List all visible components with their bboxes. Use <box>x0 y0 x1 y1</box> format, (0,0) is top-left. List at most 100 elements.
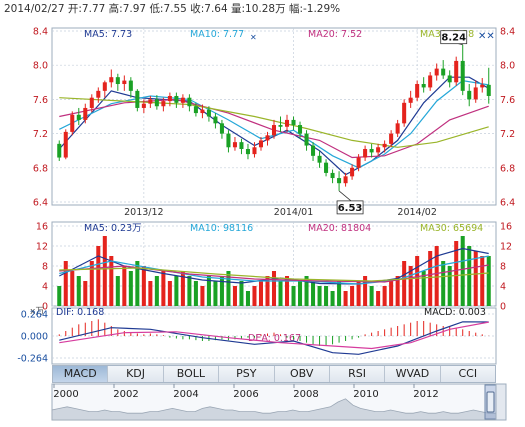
volume-bar <box>363 276 368 306</box>
volume-y-tick: 0 <box>42 302 48 313</box>
volume-bar <box>122 266 127 306</box>
legend-entry: MACD: 0.003 <box>424 307 486 318</box>
volume-bar <box>57 286 62 306</box>
candle-body <box>441 68 446 76</box>
volume-y-tick: 12 <box>36 242 48 253</box>
candle-body <box>428 75 433 88</box>
candle-body <box>135 90 140 108</box>
candle-body <box>480 84 485 88</box>
volume-y-tick-right: 12 <box>500 242 512 253</box>
candle-body <box>83 107 88 120</box>
zoom-icon: ✕✕ <box>478 31 495 42</box>
legend-entry: MA5: 0.23万 <box>84 223 142 234</box>
legend-entry: MA10: 7.77 <box>190 29 244 40</box>
candle-body <box>460 60 465 91</box>
open-value: 7.77 <box>81 3 106 15</box>
legend-entry: MA30: 65694 <box>420 223 483 234</box>
candle-body <box>187 97 192 107</box>
candle-body <box>96 90 101 98</box>
volume-bar <box>161 271 166 306</box>
candle-body <box>57 143 62 158</box>
volume-bar <box>187 276 192 306</box>
volume-y-tick: 4 <box>42 282 48 293</box>
volume-bar <box>76 276 81 306</box>
volume-bar <box>219 276 224 306</box>
candle-body <box>252 147 257 155</box>
candle-body <box>70 114 75 132</box>
navigator-panel[interactable]: 2000 2002 2004 2006 2008 2010 2012 <box>51 383 507 421</box>
volume-y-tick-right: 16 <box>500 222 512 233</box>
volume-ma30-line <box>59 267 489 282</box>
price-panel: 8.4 8.4 8.0 8.0 7.6 7.6 7.2 7.2 6.8 6.8 6.4 6.4 2013… <box>33 27 515 219</box>
volume-bar <box>102 236 107 306</box>
high-value: 7.97 <box>122 3 147 15</box>
candle-body <box>115 77 120 85</box>
tab-rsi[interactable]: RSI <box>330 366 386 382</box>
volume-y-tick-right: 0 <box>500 302 506 313</box>
navigator-year-label: 2004 <box>173 389 198 400</box>
macd-y-tick: -0.264 <box>17 354 48 365</box>
price-y-tick: 7.2 <box>33 129 48 140</box>
candle-body <box>304 133 309 146</box>
tab-macd[interactable]: MACD <box>53 366 109 382</box>
candle-body <box>102 82 107 91</box>
candle-body <box>486 84 491 96</box>
candle-body <box>291 119 296 126</box>
tab-boll[interactable]: BOLL <box>164 366 220 382</box>
candle-body <box>324 162 329 173</box>
legend-entry: DIF: 0.168 <box>56 307 104 318</box>
navigator-year-label: 2012 <box>413 389 438 400</box>
volume-bar <box>486 256 491 306</box>
candle-body <box>226 133 231 148</box>
candle-body <box>219 123 224 134</box>
volume-bar <box>180 271 185 306</box>
candle-body <box>284 119 290 127</box>
volume-y-tick: 8 <box>42 262 48 273</box>
candle-body <box>415 84 420 98</box>
volume-bar <box>324 286 329 306</box>
volume-ma20-line <box>59 264 489 283</box>
candle-body <box>167 95 172 102</box>
candle-body <box>395 123 400 134</box>
legend-entry: MA10: 98116 <box>190 223 253 234</box>
annotation-label: 6.53 <box>338 203 363 214</box>
tab-kdj[interactable]: KDJ <box>108 366 164 382</box>
candle-body <box>258 140 264 148</box>
volume-bar <box>415 256 420 306</box>
candle-body <box>298 125 303 134</box>
volume-bar <box>89 261 94 306</box>
volume-bar <box>382 286 387 306</box>
volume-bar <box>395 276 400 306</box>
volume-bar <box>193 281 198 306</box>
candle-body <box>402 102 407 124</box>
candle-body <box>122 80 127 85</box>
navigator-handle[interactable] <box>486 391 495 413</box>
volume-bar <box>298 281 303 306</box>
change-label: 幅: <box>288 3 303 15</box>
tab-wvad[interactable]: WVAD <box>385 366 441 382</box>
price-ma30-line <box>59 97 489 148</box>
volume-ma10-line <box>59 255 489 285</box>
volume-bar <box>148 281 153 306</box>
candle-body <box>128 80 133 91</box>
volume-bar <box>213 281 218 306</box>
indicator-tabs: MACD KDJ BOLL PSY OBV RSI WVAD CCI <box>52 365 496 383</box>
volume-bar <box>356 281 361 306</box>
price-x-tick: 2014/01 <box>274 207 313 218</box>
candle-body <box>265 135 270 141</box>
volume-bar <box>284 276 290 306</box>
candle-body <box>193 106 198 114</box>
volume-bar <box>141 266 146 306</box>
price-y-tick-right: 7.2 <box>500 129 515 140</box>
tab-psy[interactable]: PSY <box>219 366 275 382</box>
volume-bar <box>454 241 459 306</box>
volume-bar <box>304 276 309 306</box>
tab-obv[interactable]: OBV <box>275 366 330 382</box>
volume-bar <box>83 281 88 306</box>
tab-cci[interactable]: CCI <box>458 367 478 380</box>
volume-bar <box>389 281 394 306</box>
volume-bar <box>460 236 465 306</box>
price-y-tick: 8.0 <box>33 61 48 72</box>
